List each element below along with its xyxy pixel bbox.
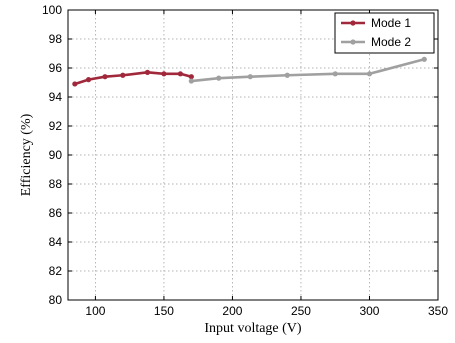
y-tick-label: 94 (49, 90, 63, 104)
data-point (188, 78, 194, 84)
legend-box (334, 12, 435, 54)
data-point (144, 69, 151, 75)
data-point (72, 81, 78, 87)
data-point (120, 72, 126, 78)
series-1 (72, 69, 194, 87)
data-point (102, 74, 108, 80)
y-tick-label: 90 (49, 148, 63, 162)
y-axis-label: Efficiency (%) (19, 113, 34, 196)
data-point (216, 75, 222, 81)
y-tick-label: 92 (49, 119, 63, 133)
y-tick-label: 88 (49, 177, 63, 191)
x-tick-label: 250 (291, 304, 311, 318)
data-point (85, 77, 92, 83)
data-point (366, 71, 373, 77)
legend-label: Mode 1 (371, 16, 411, 30)
series-2 (188, 56, 427, 84)
y-tick-label: 84 (49, 235, 63, 249)
y-tick-label: 96 (49, 61, 63, 75)
series-line (191, 58, 425, 83)
y-tick-label: 98 (49, 32, 63, 46)
data-point (161, 71, 167, 77)
y-tick-label: 82 (49, 264, 63, 278)
legend-item: Mode 1 (341, 16, 411, 30)
x-tick-label: 150 (154, 304, 174, 318)
legend: Mode 1 Mode 2 (334, 12, 435, 54)
legend-swatch-marker (350, 20, 356, 26)
data-point (332, 71, 338, 77)
series-line (74, 71, 192, 86)
legend-label: Mode 2 (371, 35, 411, 49)
x-axis-label: Input voltage (V) (204, 321, 302, 336)
legend-swatch-marker (350, 39, 356, 45)
y-tick-label: 80 (49, 293, 63, 307)
x-tick-label: 100 (85, 304, 105, 318)
y-tick-label: 100 (42, 3, 62, 17)
axes: 100 150 200 250 300 350 80 82 84 86 88 90 92 94 96 98 10… (42, 3, 448, 318)
legend-item: Mode 2 (341, 35, 411, 49)
x-tick-label: 300 (359, 304, 379, 318)
data-point (284, 72, 290, 78)
grid (68, 10, 438, 300)
data-point (188, 74, 194, 80)
y-tick-label: 86 (49, 206, 63, 220)
data-point (177, 71, 183, 77)
data-point (421, 56, 427, 62)
data-point (247, 74, 253, 80)
x-tick-label: 350 (428, 304, 448, 318)
series (72, 56, 427, 87)
x-tick-label: 200 (222, 304, 242, 318)
